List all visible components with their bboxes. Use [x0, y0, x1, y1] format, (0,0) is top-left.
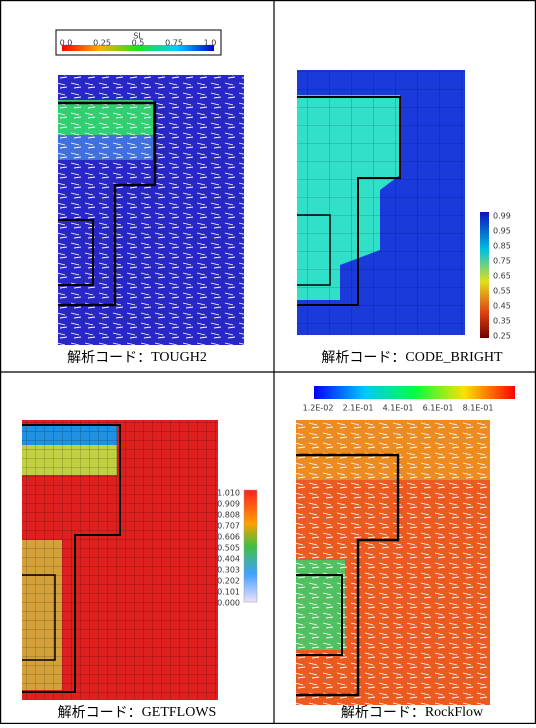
- codebright-plot: [297, 70, 489, 338]
- legend-label: 0.808: [217, 511, 240, 520]
- legend-label: 1.2E-02: [303, 404, 334, 413]
- legend-label: 1.0: [204, 39, 217, 48]
- legend-label: 1.010: [217, 489, 240, 498]
- legend-label: 0.35: [493, 317, 511, 326]
- legend-label: 2.1E-01: [343, 404, 374, 413]
- caption: 解析コード：GETFLOWS: [58, 705, 217, 721]
- legend-label: 0.65: [493, 272, 511, 281]
- legend-label: 0.909: [217, 500, 240, 509]
- legend-label: 0.75: [165, 39, 183, 48]
- legend-label: 0.55: [493, 287, 511, 296]
- caption: 解析コード：RockFlow: [341, 705, 484, 721]
- tough2-plot: [56, 30, 244, 345]
- legend-label: 0.45: [493, 302, 511, 311]
- legend-label: 0.25: [93, 39, 111, 48]
- legend-label: 0.202: [217, 577, 240, 586]
- legend-label: 0.75: [493, 257, 511, 266]
- legend-label: 0.707: [217, 522, 240, 531]
- legend-label: 6.1E-01: [423, 404, 454, 413]
- legend-label: 0.99: [493, 212, 511, 221]
- legend-label: 0.5: [132, 39, 145, 48]
- legend-label: 0.101: [217, 588, 240, 597]
- legend-label: 0.0: [60, 39, 73, 48]
- figure: 解析コード：TOUGH2 解析コード：CODE_BRIGHT 解析コード：GET…: [0, 0, 536, 724]
- legend-label: 4.1E-01: [383, 404, 414, 413]
- legend-label: 0.95: [493, 227, 511, 236]
- legend-label: 0.85: [493, 242, 511, 251]
- caption: 解析コード：TOUGH2: [67, 350, 207, 366]
- legend-label: 0.606: [217, 533, 240, 542]
- caption: 解析コード：CODE_BRIGHT: [321, 350, 503, 366]
- legend-label: 0.25: [493, 332, 511, 341]
- rockflow-plot: [296, 386, 515, 705]
- legend-label: 0.505: [217, 544, 240, 553]
- legend-label: 0.303: [217, 566, 240, 575]
- legend-label: 0.000: [217, 599, 240, 608]
- legend-label: 0.404: [217, 555, 240, 564]
- legend-label: 8.1E-01: [463, 404, 494, 413]
